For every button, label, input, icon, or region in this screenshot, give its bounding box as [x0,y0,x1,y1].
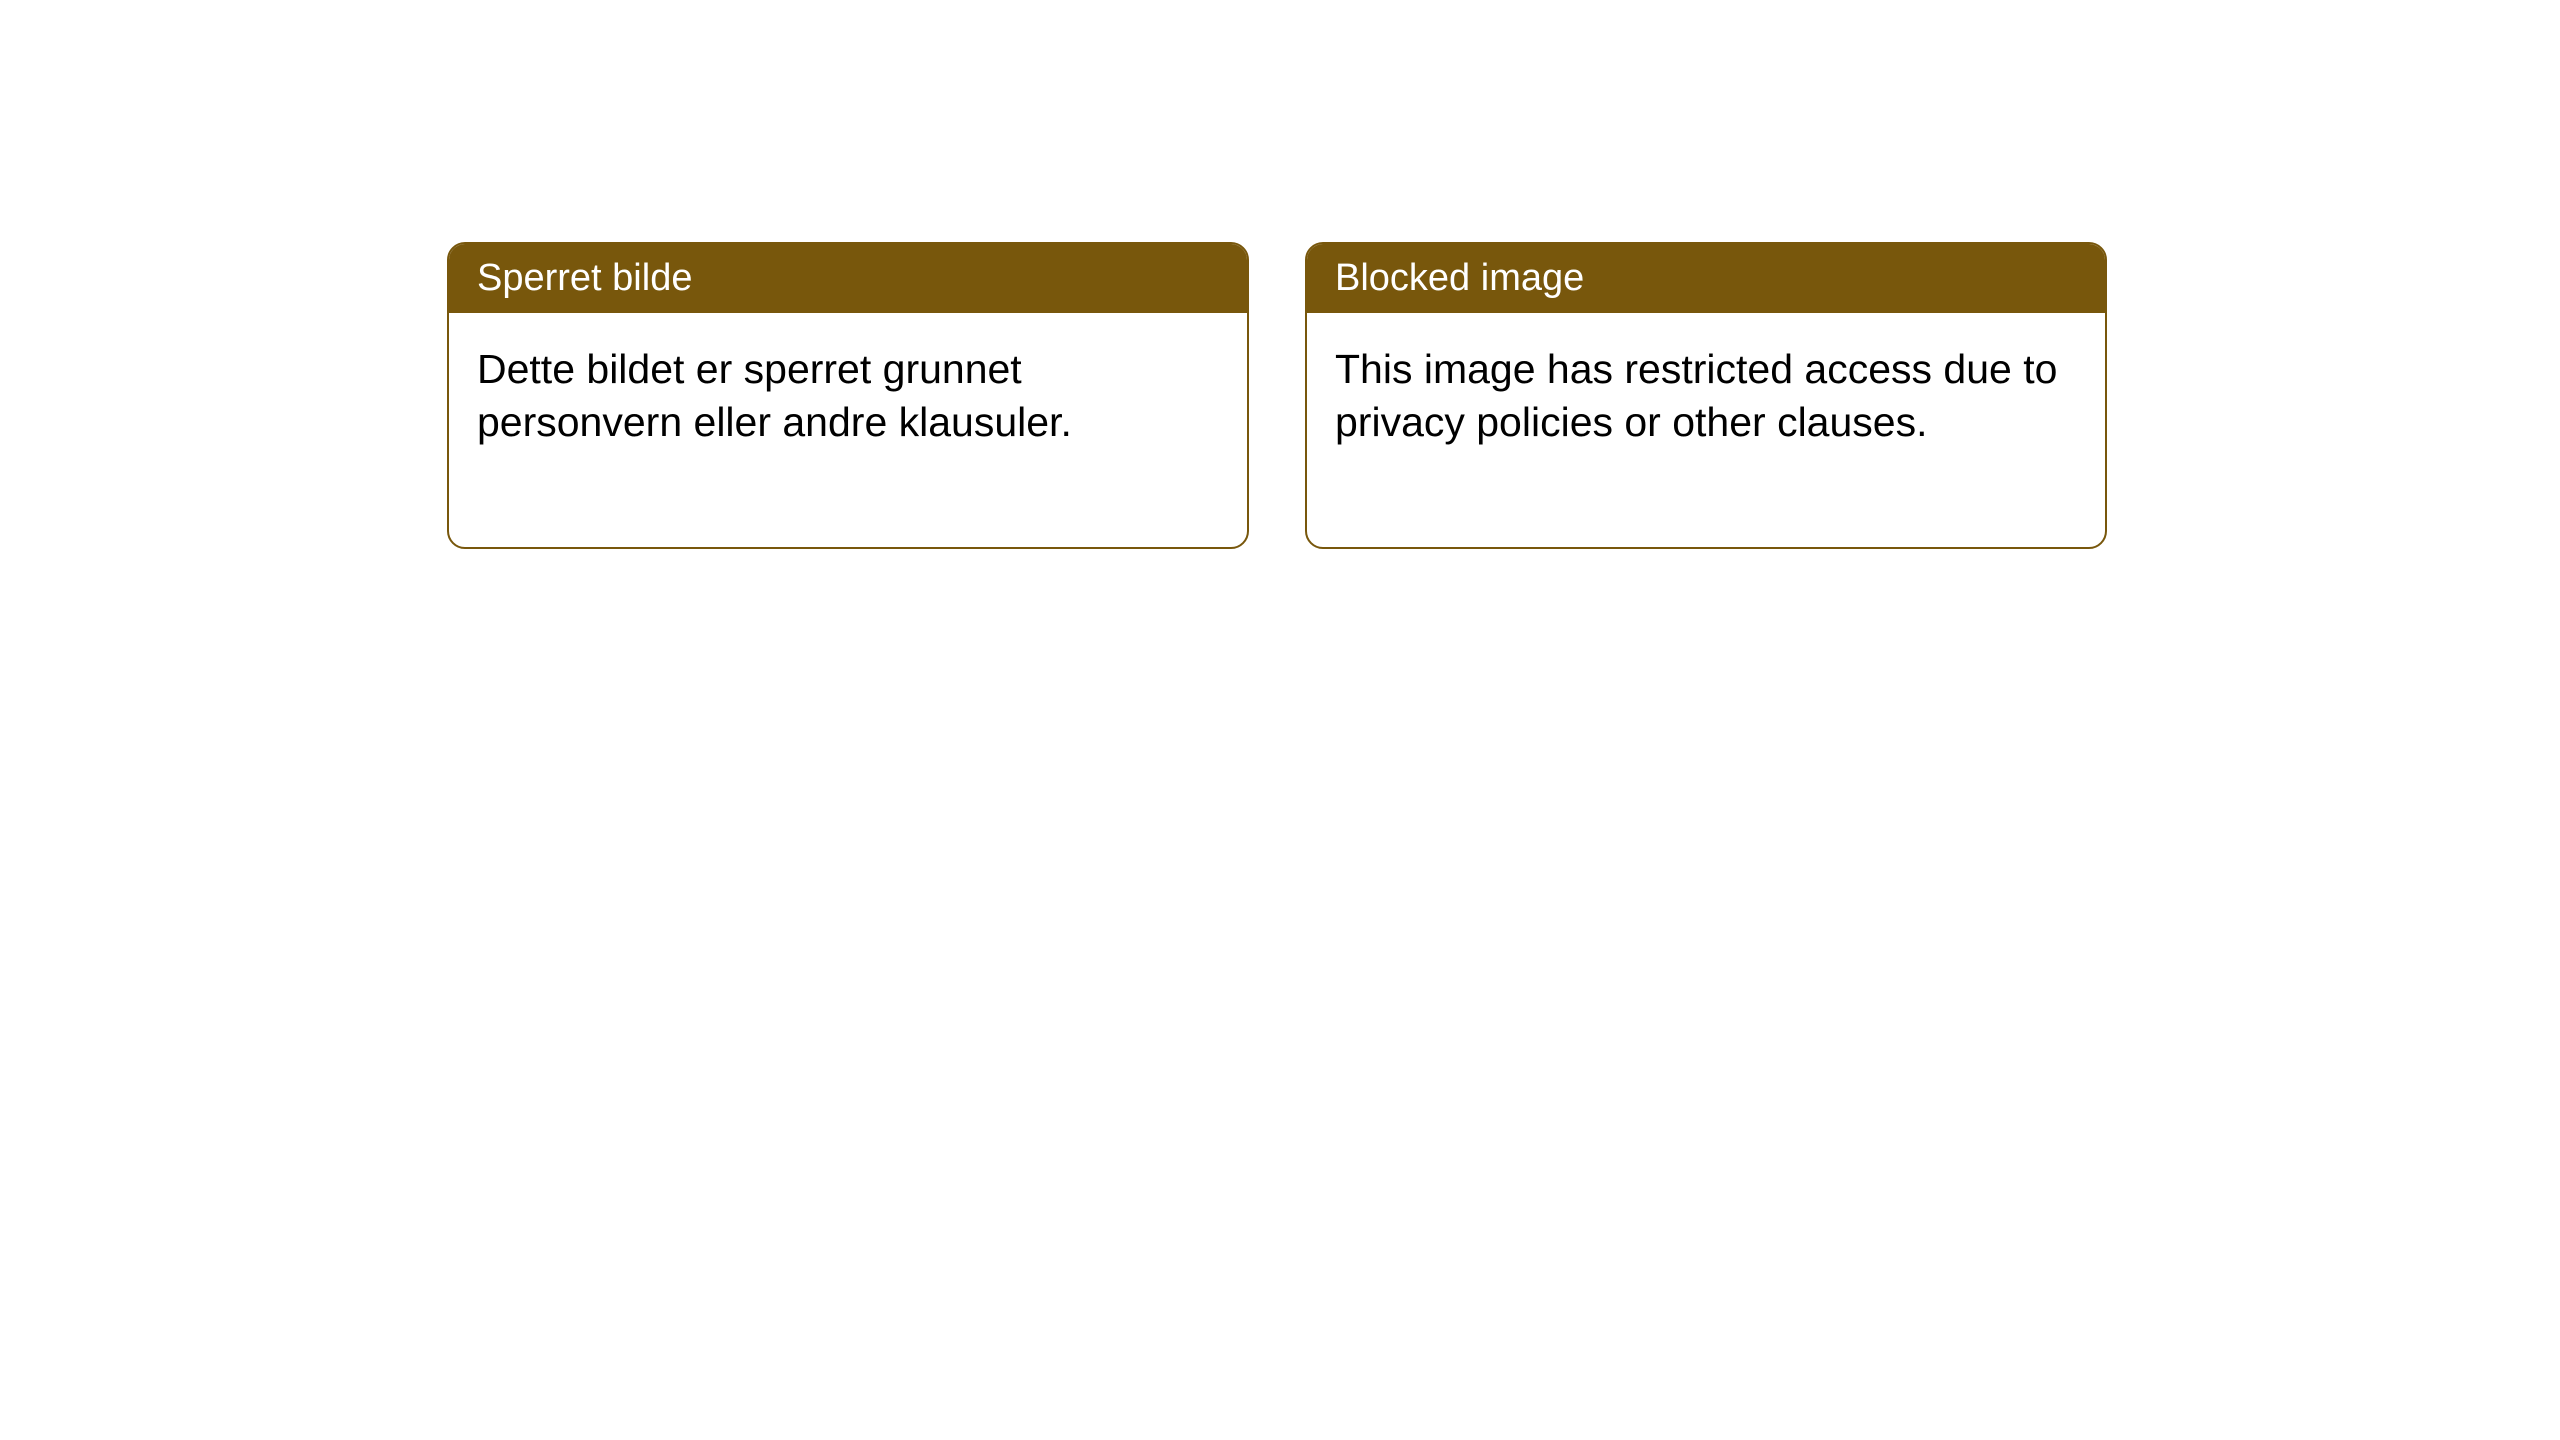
notice-body: Dette bildet er sperret grunnet personve… [449,313,1247,547]
notice-title: Blocked image [1307,244,2105,313]
notice-container: Sperret bilde Dette bildet er sperret gr… [0,0,2560,549]
notice-body: This image has restricted access due to … [1307,313,2105,547]
notice-box-norwegian: Sperret bilde Dette bildet er sperret gr… [447,242,1249,549]
notice-title: Sperret bilde [449,244,1247,313]
notice-box-english: Blocked image This image has restricted … [1305,242,2107,549]
